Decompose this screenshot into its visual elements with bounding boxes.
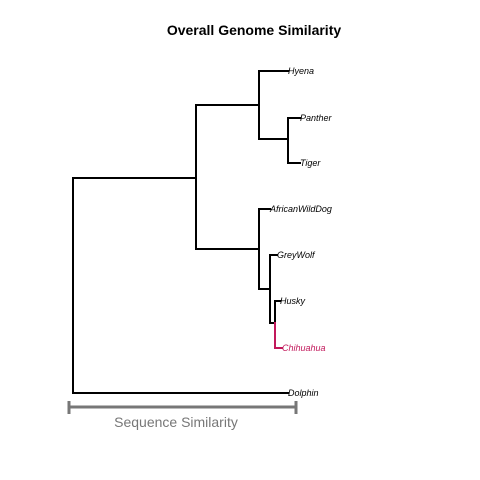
scale-bar: Sequence Similarity — [67, 401, 298, 430]
leaf-label-husky: Husky — [280, 296, 306, 306]
leaf-label-africanwilddog: AfricanWildDog — [269, 204, 332, 214]
leaf-label-greywolf: GreyWolf — [277, 250, 316, 260]
leaf-label-dolphin: Dolphin — [288, 388, 319, 398]
leaf-label-chihuahua: Chihuahua — [282, 343, 326, 353]
leaf-labels: Hyena Panther Tiger AfricanWildDog GreyWolf H… — [269, 66, 333, 398]
leaf-label-hyena: Hyena — [288, 66, 314, 76]
leaf-label-panther: Panther — [300, 113, 333, 123]
tree-branches — [72, 70, 301, 394]
chart-title: Overall Genome Similarity — [166, 22, 342, 38]
leaf-label-tiger: Tiger — [300, 158, 321, 168]
scale-bar-label: Sequence Similarity — [114, 414, 238, 430]
